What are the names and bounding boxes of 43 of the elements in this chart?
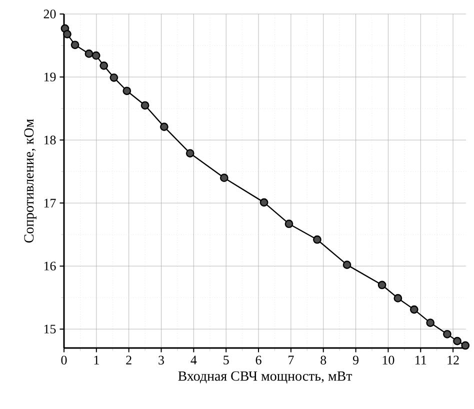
point — [122, 86, 132, 96]
x-tick-label: 10 — [382, 356, 394, 365]
x-tick-label: 4 — [190, 356, 197, 364]
y-tick-label: 18 — [44, 136, 56, 144]
point — [378, 280, 386, 290]
x-tick-label: 1 — [94, 356, 99, 364]
x-tick-label: 3 — [158, 356, 164, 364]
y-tick-label: 16 — [44, 262, 56, 270]
point — [84, 50, 94, 58]
point — [461, 341, 470, 350]
y-tick-label: 17 — [44, 198, 56, 208]
point — [443, 330, 452, 338]
x-tick-label: 12 — [448, 356, 459, 364]
x-tick-label: 2 — [126, 356, 132, 364]
point — [186, 149, 194, 158]
point — [313, 235, 322, 244]
x-tick-label: 8 — [320, 356, 326, 365]
x-tick-label: 5 — [224, 356, 229, 364]
point — [260, 198, 268, 207]
point — [160, 122, 168, 131]
point — [426, 318, 435, 327]
y-tick-label: 19 — [44, 72, 56, 82]
point — [394, 294, 402, 302]
point — [220, 174, 228, 182]
point — [284, 220, 294, 228]
x-tick-label: 11 — [416, 356, 426, 364]
x-tick-label: 9 — [352, 356, 358, 364]
y-tick-label: 15 — [44, 324, 56, 334]
point — [70, 40, 80, 50]
x-tick-label: 6 — [256, 356, 262, 364]
point — [453, 336, 462, 346]
point — [63, 30, 72, 38]
point — [110, 73, 118, 82]
y-axis-title: Сопротивление, кОм — [24, 119, 36, 243]
point — [100, 61, 108, 70]
x-tick-label: 0 — [61, 356, 67, 365]
point — [410, 305, 418, 314]
point — [140, 101, 150, 110]
y-tick-label: 20 — [44, 10, 56, 18]
x-tick-label: 7 — [288, 356, 294, 364]
point — [342, 260, 352, 269]
point — [92, 51, 100, 60]
x-axis-title: Входная СВЧ мощность, мВт — [178, 371, 352, 384]
